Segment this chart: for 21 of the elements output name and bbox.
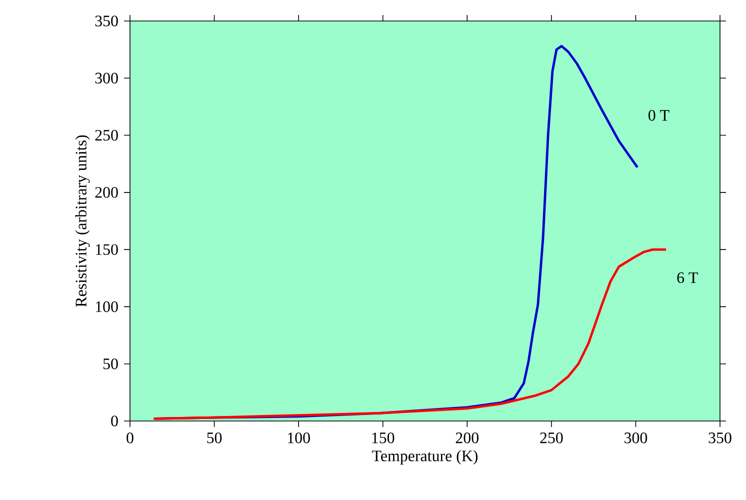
x-tick-label: 100 [288, 432, 310, 444]
series-label: 6 T [677, 272, 698, 284]
y-tick-label: 200 [95, 187, 118, 198]
y-tick-label: 300 [95, 72, 118, 84]
x-tick-label: 300 [624, 432, 648, 444]
x-axis-title: Temperature (K) [372, 450, 478, 465]
line-series [152, 248, 668, 420]
x-tick-label: 150 [372, 432, 394, 444]
y-tick-label: 150 [96, 244, 118, 255]
y-axis-title: Resistivity (arbitrary units) [75, 135, 90, 307]
x-tick-label: 250 [540, 432, 563, 444]
x-tick-label: 50 [207, 432, 222, 444]
x-tick-label: 350 [708, 432, 732, 444]
y-tick-label: 0 [111, 416, 118, 426]
x-tick-label: 0 [126, 432, 134, 444]
x-tick-label: 200 [456, 432, 478, 444]
y-tick-label: 350 [95, 16, 118, 26]
text: 0 T [648, 110, 670, 121]
y-tick-label: 100 [96, 301, 118, 312]
y-tick-label: 250 [95, 130, 118, 141]
y-tick-label: 50 [103, 358, 118, 370]
